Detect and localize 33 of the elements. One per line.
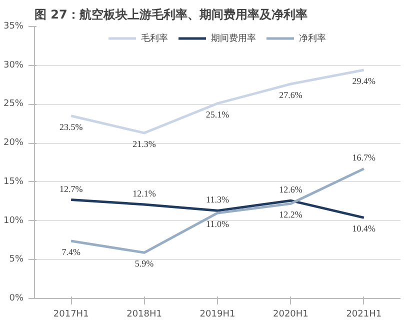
legend-label: 毛利率: [141, 32, 168, 44]
x-tick-label: 2019H1: [200, 310, 236, 320]
data-label: 7.4%: [62, 246, 81, 257]
data-label: 5.9%: [134, 258, 154, 269]
y-tick-label: 10%: [3, 216, 24, 226]
x-tick-label: 2018H1: [126, 310, 162, 320]
data-label: 12.6%: [279, 184, 303, 195]
chart-title: 图 27：航空板块上游毛利率、期间费用率及净利率: [34, 8, 308, 22]
data-label: 16.7%: [352, 152, 376, 163]
y-tick-label: 20%: [3, 138, 24, 148]
y-tick-label: 15%: [3, 176, 24, 187]
y-tick-label: 35%: [3, 22, 24, 32]
data-label: 10.4%: [352, 224, 376, 234]
data-label: 29.4%: [352, 76, 376, 86]
y-tick-label: 25%: [3, 99, 24, 110]
data-label: 12.7%: [59, 184, 84, 194]
x-tick-label: 2020H1: [273, 310, 308, 320]
data-label: 25.1%: [206, 109, 230, 120]
legend-label: 期间费用率: [211, 32, 256, 44]
y-tick-label: 0%: [9, 294, 24, 304]
data-label: 11.0%: [206, 219, 230, 230]
data-label: 21.3%: [132, 138, 156, 149]
data-label: 12.1%: [132, 188, 156, 198]
data-label: 27.6%: [279, 90, 303, 100]
data-label: 23.5%: [59, 122, 84, 132]
y-tick-label: 30%: [3, 60, 24, 70]
line-series: [70, 198, 366, 219]
data-label: 11.3%: [206, 194, 230, 205]
x-tick-label: 2017H1: [53, 310, 89, 320]
legend-label: 净利率: [299, 32, 326, 44]
data-label: 12.2%: [279, 210, 303, 220]
y-tick-label: 5%: [9, 254, 24, 265]
x-tick-label: 2021H1: [346, 310, 382, 320]
